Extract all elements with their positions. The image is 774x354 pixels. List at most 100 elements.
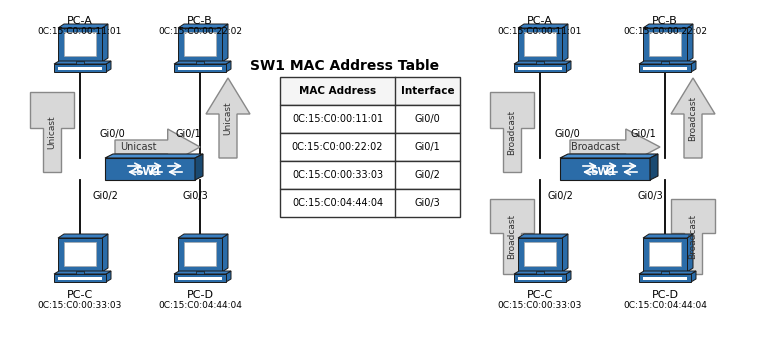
Polygon shape: [222, 24, 228, 62]
Text: Broadcast: Broadcast: [570, 142, 619, 152]
Bar: [643, 28, 687, 62]
Polygon shape: [687, 24, 693, 62]
Text: Gi0/0: Gi0/0: [554, 129, 580, 139]
Text: Broadcast: Broadcast: [508, 109, 516, 155]
Text: 0C:15:C0:00:11:01: 0C:15:C0:00:11:01: [498, 27, 582, 36]
Bar: [178, 277, 222, 280]
Bar: [196, 271, 204, 274]
Bar: [58, 238, 102, 272]
Polygon shape: [514, 61, 571, 64]
Polygon shape: [58, 234, 108, 238]
Polygon shape: [643, 24, 693, 28]
Bar: [536, 271, 544, 274]
Text: 0C:15:C0:00:33:03: 0C:15:C0:00:33:03: [498, 301, 582, 310]
Bar: [64, 32, 96, 56]
Text: PC-D: PC-D: [187, 290, 214, 300]
Text: 0C:15:C0:00:11:01: 0C:15:C0:00:11:01: [292, 114, 383, 124]
Bar: [178, 238, 222, 272]
Text: Gi0/1: Gi0/1: [630, 129, 656, 139]
Polygon shape: [490, 199, 534, 274]
Text: Unicast: Unicast: [47, 115, 57, 149]
Text: 0C:15:C0:04:44:04: 0C:15:C0:04:44:04: [292, 198, 383, 208]
Text: 0C:15:C0:00:33:03: 0C:15:C0:00:33:03: [292, 170, 383, 180]
Polygon shape: [226, 271, 231, 282]
Bar: [661, 61, 669, 64]
Bar: [518, 238, 562, 272]
Bar: [54, 64, 106, 72]
Text: 0C:15:C0:00:22:02: 0C:15:C0:00:22:02: [158, 27, 242, 36]
Bar: [280, 161, 460, 189]
Bar: [58, 67, 102, 70]
Text: Gi0/3: Gi0/3: [415, 198, 440, 208]
Text: Unicast: Unicast: [121, 142, 157, 152]
Bar: [178, 67, 222, 70]
Bar: [196, 61, 204, 64]
Text: PC-B: PC-B: [652, 16, 678, 26]
Polygon shape: [687, 234, 693, 272]
Text: PC-D: PC-D: [652, 290, 679, 300]
Polygon shape: [566, 61, 571, 72]
Polygon shape: [54, 271, 111, 274]
Text: MAC Address: MAC Address: [299, 86, 376, 96]
Text: Gi0/1: Gi0/1: [415, 142, 440, 152]
Text: PC-C: PC-C: [67, 290, 93, 300]
Text: SW1 MAC Address Table: SW1 MAC Address Table: [251, 59, 440, 73]
Bar: [649, 32, 681, 56]
Text: 0C:15:C0:04:44:04: 0C:15:C0:04:44:04: [158, 301, 242, 310]
Polygon shape: [691, 61, 696, 72]
Polygon shape: [671, 78, 715, 158]
Bar: [643, 67, 687, 70]
Polygon shape: [570, 129, 660, 165]
Polygon shape: [639, 61, 696, 64]
Bar: [280, 105, 460, 133]
Bar: [643, 277, 687, 280]
Bar: [514, 274, 566, 282]
Polygon shape: [560, 158, 650, 180]
Text: Gi0/2: Gi0/2: [547, 191, 573, 201]
Bar: [58, 28, 102, 62]
Bar: [514, 64, 566, 72]
Polygon shape: [106, 61, 111, 72]
Bar: [58, 277, 102, 280]
Text: Interface: Interface: [401, 86, 454, 96]
Bar: [661, 271, 669, 274]
Polygon shape: [518, 234, 568, 238]
Polygon shape: [30, 92, 74, 172]
Bar: [178, 28, 222, 62]
Text: 0C:15:C0:04:44:04: 0C:15:C0:04:44:04: [623, 301, 707, 310]
Bar: [280, 77, 460, 105]
Text: PC-A: PC-A: [67, 16, 93, 26]
Polygon shape: [566, 271, 571, 282]
Bar: [280, 133, 460, 161]
Text: Gi0/0: Gi0/0: [99, 129, 125, 139]
Bar: [639, 274, 691, 282]
Text: Unicast: Unicast: [224, 101, 232, 135]
Bar: [76, 61, 84, 64]
Polygon shape: [106, 271, 111, 282]
Polygon shape: [54, 61, 111, 64]
Polygon shape: [174, 61, 231, 64]
Text: Broadcast: Broadcast: [508, 214, 516, 259]
Bar: [280, 189, 460, 217]
Polygon shape: [195, 154, 203, 180]
Bar: [174, 274, 226, 282]
Bar: [643, 238, 687, 272]
Polygon shape: [222, 234, 228, 272]
Bar: [649, 242, 681, 266]
Bar: [518, 28, 562, 62]
Polygon shape: [691, 271, 696, 282]
Bar: [64, 242, 96, 266]
Bar: [639, 64, 691, 72]
Bar: [54, 274, 106, 282]
Polygon shape: [562, 234, 568, 272]
Bar: [536, 61, 544, 64]
Bar: [524, 242, 556, 266]
Polygon shape: [226, 61, 231, 72]
Polygon shape: [115, 129, 200, 165]
Bar: [518, 277, 562, 280]
Polygon shape: [206, 78, 250, 158]
Text: Gi0/2: Gi0/2: [415, 170, 440, 180]
Text: 0C:15:C0:00:22:02: 0C:15:C0:00:22:02: [292, 142, 383, 152]
Bar: [174, 64, 226, 72]
Text: Gi0/3: Gi0/3: [637, 191, 663, 201]
